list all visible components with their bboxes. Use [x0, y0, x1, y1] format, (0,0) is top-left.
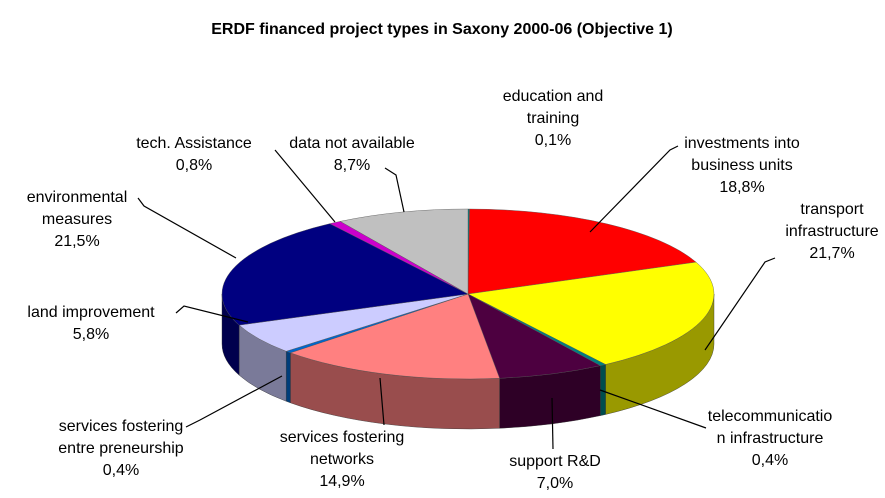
slice-label: telecommunicatio	[708, 408, 833, 425]
slice	[221, 223, 469, 326]
chart-title: ERDF financed project types in Saxony 20…	[211, 21, 672, 38]
slice-label: services fostering	[280, 429, 405, 446]
slice-label: data not available	[289, 135, 415, 152]
slice-label: education and	[503, 88, 604, 105]
slice-label: investments into	[684, 135, 800, 152]
slice-label: transport	[800, 201, 864, 218]
leader-line	[384, 167, 405, 213]
slice-label: n infrastructure	[717, 430, 824, 447]
leader-line	[551, 397, 554, 450]
slice	[467, 208, 697, 295]
leader-line	[175, 305, 249, 323]
pie-sides	[221, 293, 715, 430]
value-label: 0,1%	[535, 132, 571, 149]
slice	[289, 293, 500, 380]
slice	[467, 261, 715, 365]
slice-label: infrastructure	[785, 223, 878, 240]
slice-label: entre preneurship	[58, 440, 184, 457]
slice-label: environmental	[27, 189, 128, 206]
leader-line	[379, 377, 385, 426]
leader-line	[185, 375, 283, 428]
leader-line	[704, 257, 776, 351]
value-label: 0,4%	[103, 462, 139, 479]
value-label: 0,8%	[176, 157, 212, 174]
slice-label: training	[527, 110, 579, 127]
slice-label: networks	[310, 451, 374, 468]
value-label: 14,9%	[319, 473, 364, 490]
leader-line	[599, 389, 707, 429]
leader-line	[137, 197, 237, 259]
value-label: 8,7%	[334, 157, 370, 174]
value-label: 18,8%	[719, 179, 764, 196]
leader-line	[589, 145, 679, 233]
slice-label: support R&D	[509, 453, 601, 470]
value-label: 21,5%	[54, 233, 99, 250]
slice-label: business units	[691, 157, 792, 174]
slice	[467, 293, 601, 379]
value-label: 0,4%	[752, 452, 788, 469]
slice-label: services fostering	[59, 418, 184, 435]
value-label: 21,7%	[809, 245, 854, 262]
value-label: 7,0%	[537, 475, 573, 492]
leader-line	[274, 149, 336, 223]
slice-side	[285, 350, 291, 404]
slice-label: measures	[42, 211, 112, 228]
slice-label: tech. Assistance	[136, 135, 252, 152]
slice	[339, 208, 469, 295]
value-label: 5,8%	[73, 326, 109, 343]
slice-label: land improvement	[27, 304, 155, 321]
pie-tops	[221, 208, 715, 380]
